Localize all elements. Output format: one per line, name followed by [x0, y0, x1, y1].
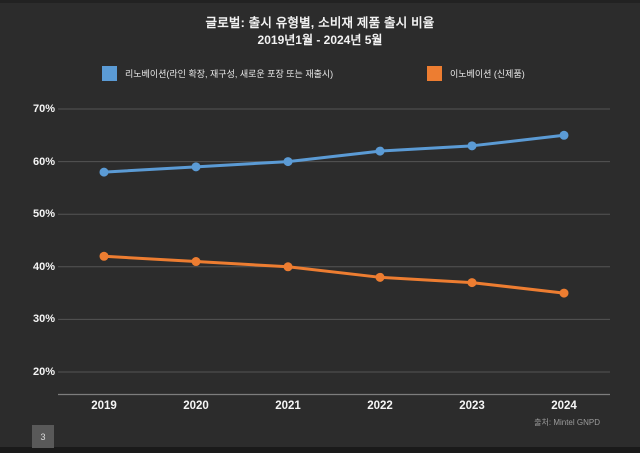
y-tick-label: 40%: [32, 260, 55, 273]
renovation-swatch-icon: [102, 66, 117, 81]
data-point-1-2023: [467, 278, 477, 288]
y-tick-label: 60%: [32, 155, 55, 168]
x-tick-label: 2024: [551, 400, 577, 412]
data-point-0-2020: [191, 162, 201, 172]
x-tick-label: 2023: [459, 400, 485, 412]
series-line-1: [102, 254, 566, 295]
series-line-0: [102, 133, 566, 174]
data-point-1-2024: [559, 288, 569, 298]
y-tick-label: 30%: [32, 313, 55, 326]
chart-title: 글로벌: 출시 유형별, 소비재 제품 출시 비율 2019년1월 - 2024…: [0, 14, 640, 49]
chart-title-line2: 2019년1월 - 2024년 5월: [257, 33, 383, 47]
y-tick-label: 50%: [32, 208, 55, 221]
legend-label-renovation: 리노베이션(라인 확장, 재구성, 새로운 포장 또는 재출시): [125, 69, 334, 79]
x-tick-label: 2020: [183, 400, 209, 412]
data-point-1-2020: [191, 257, 201, 267]
y-tick-label: 70%: [32, 103, 55, 115]
data-point-1-2019: [99, 251, 109, 261]
legend: 리노베이션(라인 확장, 재구성, 새로운 포장 또는 재출시) 이노베이션 (…: [0, 66, 640, 82]
data-point-0-2021: [283, 157, 293, 167]
top-accent-strip: [0, 0, 640, 3]
data-point-0-2022: [375, 146, 385, 156]
legend-label-innovation: 이노베이션 (신제품): [450, 69, 525, 79]
data-point-1-2022: [375, 272, 385, 282]
data-point-1-2021: [283, 262, 293, 272]
x-tick-label: 2021: [275, 400, 301, 412]
source-note: 출처: Mintel GNPD: [534, 418, 600, 427]
data-point-0-2024: [559, 130, 569, 140]
page-number-tab: 3: [32, 425, 54, 448]
legend-item-renovation: 리노베이션(라인 확장, 재구성, 새로운 포장 또는 재출시): [102, 66, 333, 81]
x-tick-label: 2022: [367, 400, 393, 412]
legend-item-innovation: 이노베이션 (신제품): [427, 66, 525, 81]
innovation-swatch-icon: [427, 66, 442, 81]
chart-title-line1: 글로벌: 출시 유형별, 소비재 제품 출시 비율: [205, 16, 435, 30]
x-tick-label: 2019: [91, 400, 117, 412]
bottom-bar: [0, 447, 640, 453]
data-point-0-2019: [99, 167, 109, 177]
y-tick-label: 20%: [32, 366, 55, 378]
data-point-0-2023: [467, 141, 477, 151]
